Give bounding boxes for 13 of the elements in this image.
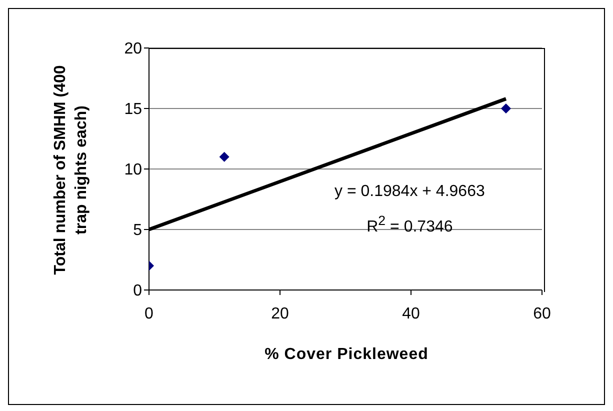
y-tick-label: 15	[124, 101, 142, 118]
annotation: R$^{2}$ = 0.7346	[366, 212, 454, 236]
y-tick-label: 5	[133, 222, 142, 240]
y-tick-label: 0	[133, 282, 142, 300]
x-tick-label: 0	[144, 305, 154, 322]
annotation: y = 0.1984x + 4.9663	[334, 183, 486, 202]
x-axis-title: % Cover Pickleweed	[264, 346, 430, 364]
x-tick-label: 60	[533, 305, 551, 322]
y-tick-label: 20	[124, 40, 142, 58]
x-tick-label: 40	[402, 305, 420, 322]
x-tick-label: 20	[271, 305, 289, 322]
y-tick-label: 10	[124, 162, 142, 179]
y-axis-title: Total number of SMHM (400 trap nights each)	[51, 64, 91, 277]
